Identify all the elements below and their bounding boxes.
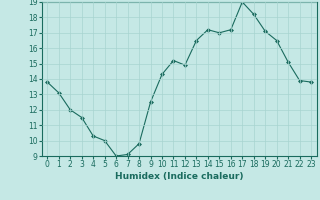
X-axis label: Humidex (Indice chaleur): Humidex (Indice chaleur) bbox=[115, 172, 244, 181]
